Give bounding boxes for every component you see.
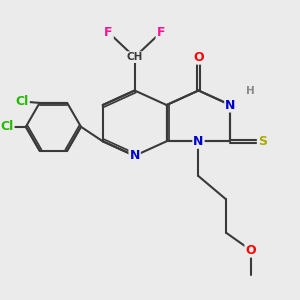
Text: F: F <box>157 26 165 39</box>
Text: H: H <box>246 85 255 95</box>
Text: N: N <box>225 98 236 112</box>
Text: Cl: Cl <box>16 95 29 108</box>
Text: F: F <box>104 26 113 39</box>
Text: N: N <box>130 149 140 162</box>
Text: N: N <box>193 135 204 148</box>
Text: S: S <box>258 135 267 148</box>
Text: CH: CH <box>127 52 143 62</box>
Text: O: O <box>245 244 256 256</box>
Text: O: O <box>193 51 204 64</box>
Text: Cl: Cl <box>0 120 14 133</box>
